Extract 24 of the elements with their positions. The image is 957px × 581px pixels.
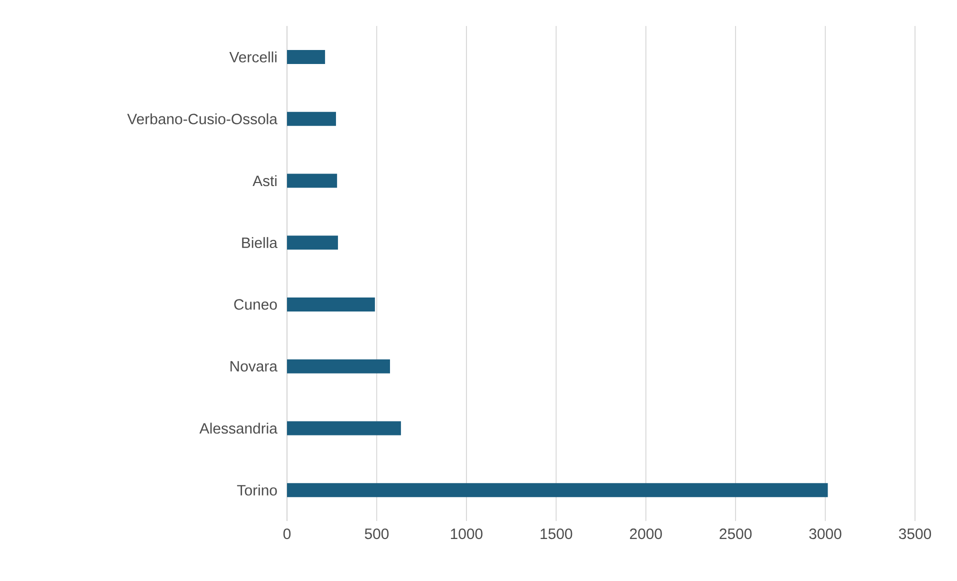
bar [287, 297, 375, 312]
bar [287, 50, 326, 64]
x-tick-label: 500 [364, 528, 389, 540]
x-tick-label: 1000 [450, 528, 482, 540]
bar [287, 421, 401, 436]
x-tick-label: 2000 [630, 528, 662, 540]
bar [287, 112, 336, 126]
bar [287, 236, 338, 250]
y-tick-label: Cuneo [234, 299, 277, 310]
y-tick-label: Asti [252, 175, 276, 186]
y-tick-label: Torino [237, 484, 277, 496]
x-tick-label: 2500 [720, 528, 752, 540]
x-tick-label: 3500 [898, 528, 932, 540]
y-tick-label: Novara [230, 361, 278, 372]
y-tick-label: Verbano-Cusio-Ossola [127, 113, 278, 124]
bar [287, 359, 390, 374]
bar [287, 483, 828, 498]
y-tick-label: Vercelli [229, 51, 276, 62]
x-tick-label: 0 [283, 528, 291, 540]
y-tick-label: Alessandria [199, 422, 278, 434]
x-tick-label: 3000 [809, 528, 842, 540]
bar [287, 174, 338, 188]
x-tick-label: 1500 [540, 528, 572, 540]
y-tick-label: Biella [242, 237, 278, 248]
